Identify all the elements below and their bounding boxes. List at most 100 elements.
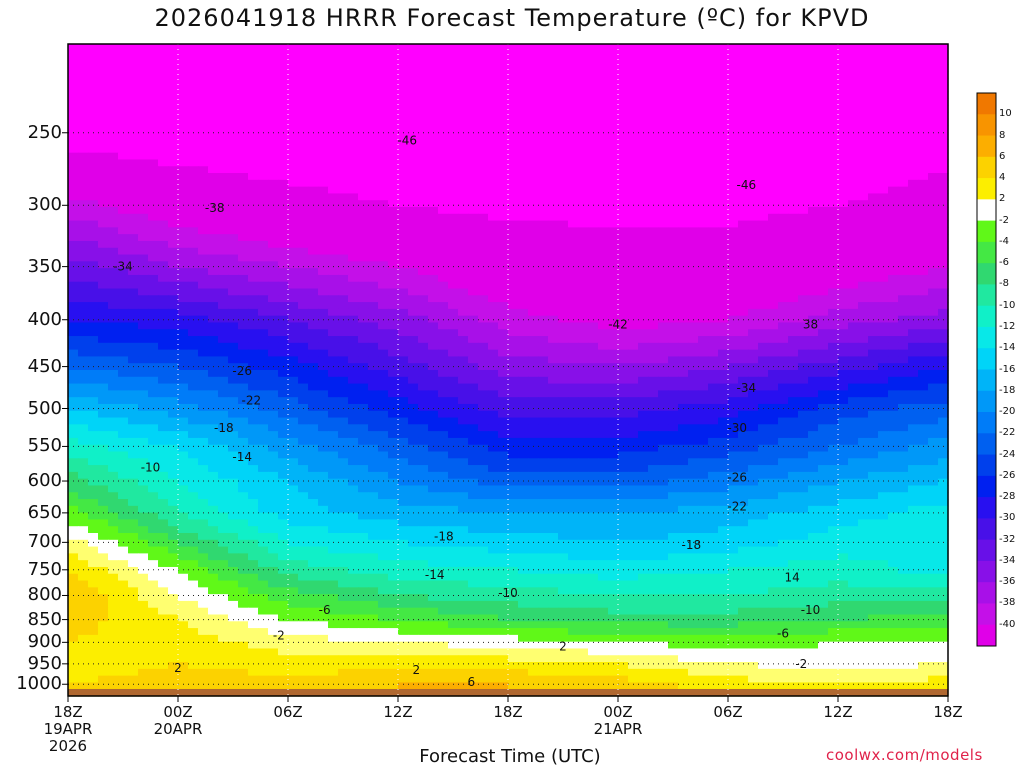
temperature-cell xyxy=(698,44,709,52)
temperature-cell xyxy=(898,383,909,391)
temperature-cell xyxy=(858,132,869,140)
temperature-cell xyxy=(78,213,89,222)
temperature-cell xyxy=(908,295,919,303)
temperature-cell xyxy=(698,179,709,188)
temperature-cell xyxy=(608,274,619,283)
temperature-cell xyxy=(618,240,629,249)
temperature-cell xyxy=(208,254,219,262)
temperature-cell xyxy=(508,207,519,215)
temperature-cell xyxy=(538,57,549,65)
temperature-cell xyxy=(418,64,429,72)
temperature-cell xyxy=(98,356,109,364)
temperature-cell xyxy=(688,125,699,133)
temperature-cell xyxy=(98,329,109,337)
temperature-cell xyxy=(468,159,479,167)
temperature-cell xyxy=(308,186,319,195)
temperature-cell xyxy=(488,410,499,419)
temperature-cell xyxy=(588,417,599,425)
temperature-cell xyxy=(938,247,949,256)
temperature-cell xyxy=(418,186,429,195)
temperature-cell xyxy=(938,417,949,425)
temperature-cell xyxy=(788,57,799,65)
temperature-cell xyxy=(258,118,269,127)
temperature-cell xyxy=(458,329,469,337)
temperature-cell xyxy=(638,295,649,303)
temperature-cell xyxy=(628,417,639,425)
temperature-cell xyxy=(238,139,249,147)
temperature-cell xyxy=(578,207,589,215)
temperature-cell xyxy=(698,349,709,358)
temperature-cell xyxy=(668,132,679,140)
temperature-cell xyxy=(258,105,269,113)
temperature-cell xyxy=(268,166,279,174)
temperature-cell xyxy=(548,57,559,65)
temperature-cell xyxy=(268,105,279,113)
temperature-cell xyxy=(468,64,479,72)
temperature-cell xyxy=(228,71,239,79)
temperature-cell xyxy=(728,200,739,208)
temperature-cell xyxy=(338,50,349,59)
temperature-cell xyxy=(798,111,809,120)
temperature-cell xyxy=(238,98,249,106)
temperature-cell xyxy=(638,145,649,154)
temperature-cell xyxy=(578,356,589,364)
temperature-cell xyxy=(218,186,229,195)
temperature-cell xyxy=(298,274,309,283)
temperature-cell xyxy=(928,240,939,249)
temperature-cell xyxy=(298,125,309,133)
temperature-cell xyxy=(368,288,379,296)
temperature-cell xyxy=(548,105,559,113)
temperature-cell xyxy=(128,397,139,405)
temperature-cell xyxy=(888,376,899,385)
temperature-cell xyxy=(438,98,449,106)
temperature-cell xyxy=(308,302,319,310)
temperature-cell xyxy=(418,274,429,283)
temperature-cell xyxy=(698,403,709,412)
temperature-cell xyxy=(108,254,119,262)
temperature-cell xyxy=(788,159,799,167)
temperature-cell xyxy=(828,288,839,296)
temperature-cell xyxy=(248,410,259,419)
temperature-cell xyxy=(788,84,799,93)
temperature-cell xyxy=(718,417,729,425)
temperature-cell xyxy=(878,139,889,147)
temperature-cell xyxy=(278,213,289,222)
temperature-cell xyxy=(758,105,769,113)
temperature-cell xyxy=(708,342,719,351)
temperature-cell xyxy=(398,213,409,222)
temperature-cell xyxy=(658,329,669,337)
temperature-cell xyxy=(238,274,249,283)
temperature-cell xyxy=(438,349,449,358)
temperature-cell xyxy=(748,234,759,242)
temperature-cell xyxy=(358,254,369,262)
temperature-cell xyxy=(618,417,629,425)
temperature-cell xyxy=(198,417,209,425)
temperature-cell xyxy=(88,91,99,99)
temperature-cell xyxy=(418,356,429,364)
temperature-cell xyxy=(788,220,799,228)
temperature-cell xyxy=(598,383,609,391)
temperature-cell xyxy=(878,207,889,215)
temperature-cell xyxy=(778,240,789,249)
temperature-cell xyxy=(808,220,819,228)
temperature-cell xyxy=(448,240,459,249)
temperature-cell xyxy=(488,98,499,106)
temperature-cell xyxy=(918,254,929,262)
temperature-cell xyxy=(128,390,139,398)
temperature-cell xyxy=(318,281,329,290)
temperature-cell xyxy=(798,91,809,99)
temperature-cell xyxy=(478,342,489,351)
temperature-cell xyxy=(188,397,199,405)
temperature-cell xyxy=(258,274,269,283)
temperature-cell xyxy=(578,71,589,79)
temperature-cell xyxy=(438,50,449,59)
temperature-cell xyxy=(368,261,379,269)
temperature-cell xyxy=(748,105,759,113)
temperature-cell xyxy=(828,247,839,256)
temperature-cell xyxy=(688,261,699,269)
temperature-cell xyxy=(568,274,579,283)
temperature-cell xyxy=(78,302,89,310)
temperature-cell xyxy=(608,261,619,269)
temperature-cell xyxy=(638,424,649,432)
temperature-cell xyxy=(788,193,799,201)
